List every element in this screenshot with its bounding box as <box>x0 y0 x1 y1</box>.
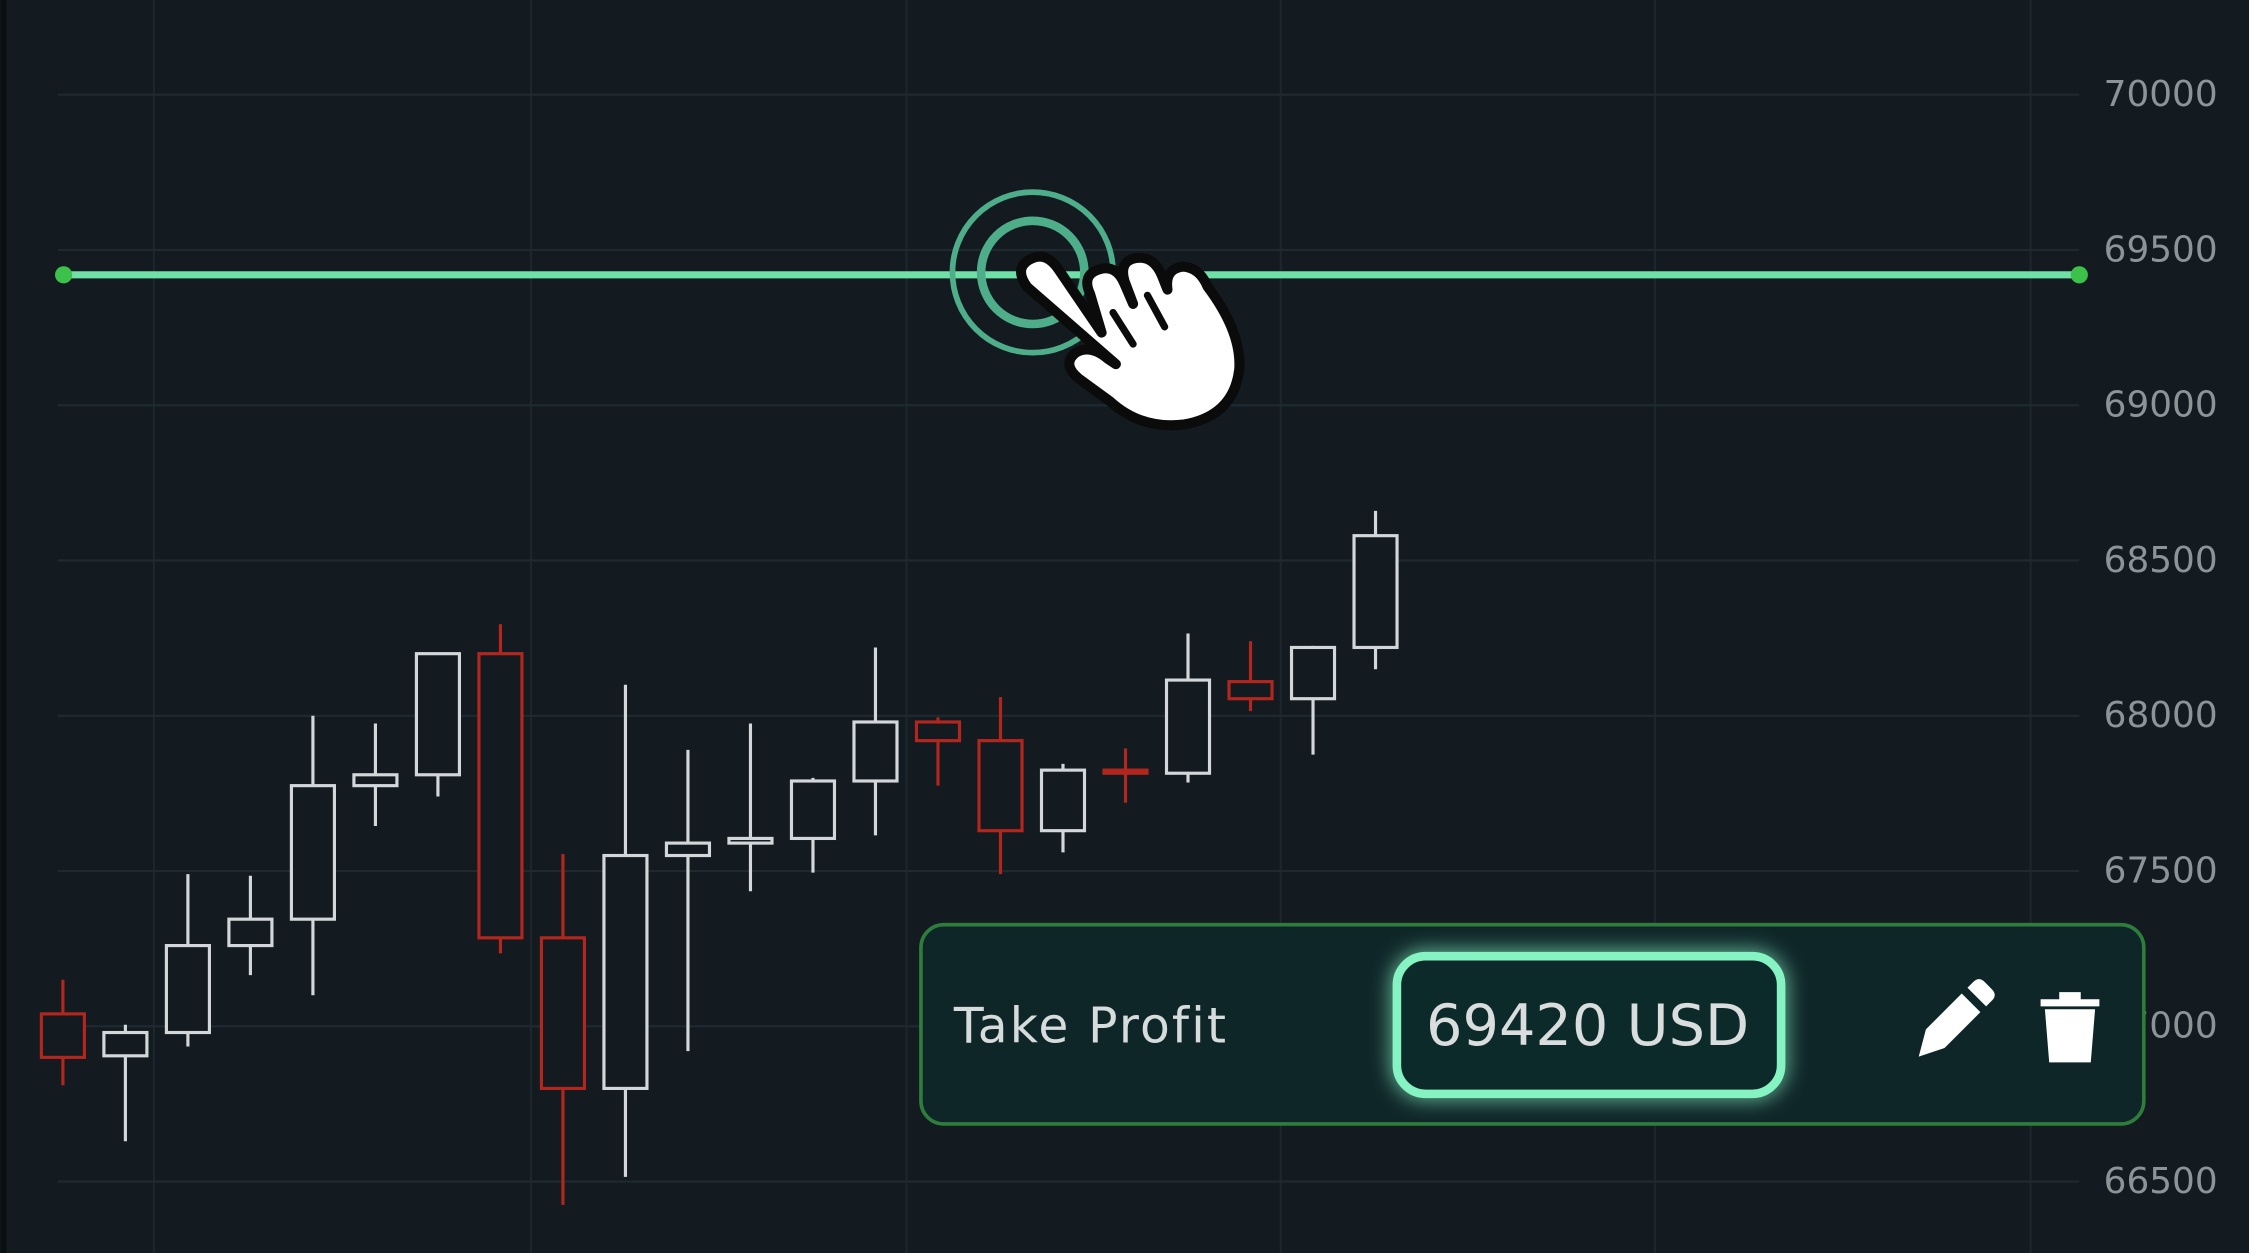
order-label: Take Profit <box>953 998 1228 1054</box>
y-tick-label: 68000 <box>2104 695 2218 736</box>
candle-body <box>664 841 712 858</box>
candle-body <box>477 652 524 940</box>
candle-body <box>1039 768 1087 833</box>
y-tick-label: 66500 <box>2104 1161 2218 1202</box>
candle-body <box>539 936 587 1090</box>
line-handle-left[interactable] <box>55 266 73 284</box>
candle-body <box>1352 534 1399 650</box>
candle-body <box>602 853 649 1090</box>
candle-body <box>414 652 462 777</box>
candle-body <box>852 720 899 783</box>
candle-body <box>977 739 1024 833</box>
price-box[interactable] <box>1392 951 1786 1099</box>
candle-body <box>1164 678 1212 775</box>
y-tick-label: 68500 <box>2104 540 2218 581</box>
y-tick-label: 69500 <box>2104 229 2218 270</box>
y-tick-label: 69000 <box>2104 385 2218 426</box>
candle-body <box>1227 680 1274 701</box>
y-tick-label: 67500 <box>2104 850 2218 891</box>
order-panel: Take Profit 69420 USD <box>919 922 2146 1126</box>
candle-body <box>164 943 211 1035</box>
line-handle-right[interactable] <box>2070 266 2088 284</box>
candle-body <box>227 917 274 948</box>
price-value[interactable]: 69420 USD <box>1426 992 1749 1059</box>
candle-body <box>914 720 962 743</box>
candle-body <box>102 1030 149 1058</box>
candle-body <box>1102 768 1149 775</box>
candle-body <box>289 784 336 921</box>
touch-ripple-inner <box>976 216 1089 329</box>
candle-body <box>352 773 399 788</box>
y-tick-label: 70000 <box>2104 74 2218 115</box>
delete-button[interactable] <box>2040 992 2100 1063</box>
candle-body <box>39 1012 86 1059</box>
edit-button[interactable] <box>1918 979 1995 1057</box>
candle-body <box>789 779 837 841</box>
candle-body <box>1289 645 1337 701</box>
candle-body <box>727 836 774 845</box>
hand-detail <box>1109 291 1169 348</box>
